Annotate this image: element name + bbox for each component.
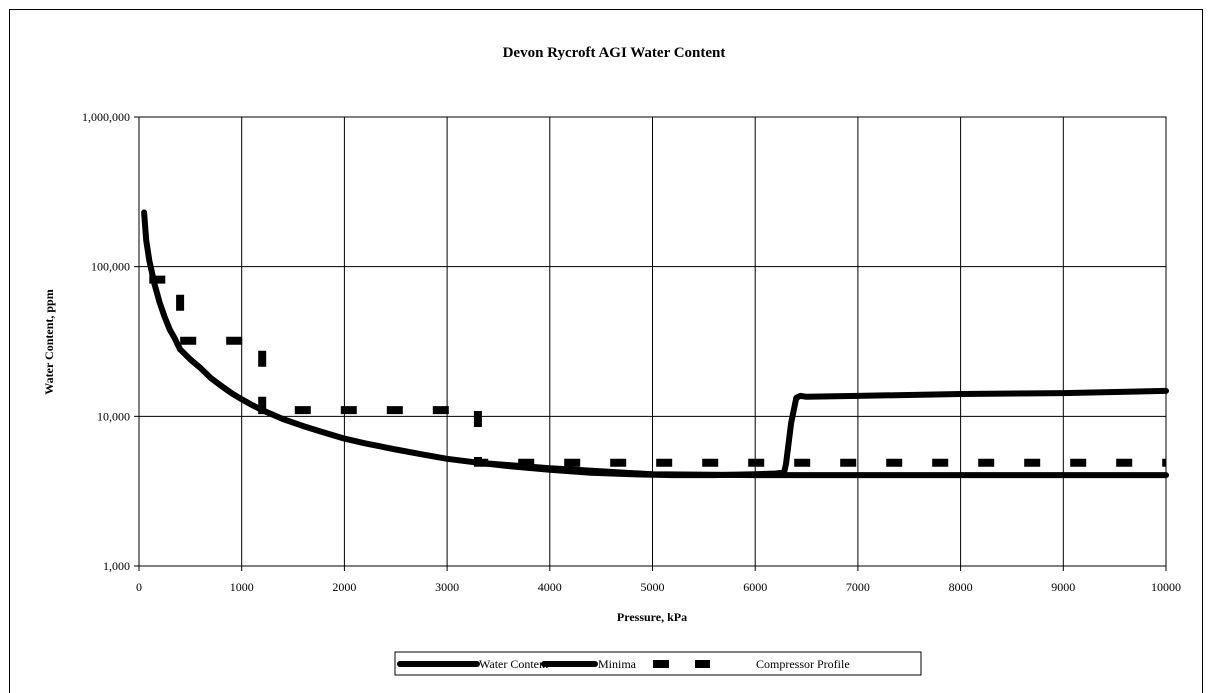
x-tick-label: 6000 (743, 580, 767, 594)
x-tick-label: 8000 (949, 580, 973, 594)
x-tick-label: 1000 (230, 580, 254, 594)
x-tick-label: 7000 (846, 580, 870, 594)
series-water-content-line (141, 209, 1169, 479)
x-tick-label: 9000 (1051, 580, 1075, 594)
x-tick-label: 0 (136, 580, 142, 594)
legend-label-compressor-profile: Compressor Profile (756, 657, 850, 671)
series-compressor-profile-line (149, 275, 1166, 467)
legend-label-minima: Minima (598, 657, 637, 671)
x-tick-label: 3000 (435, 580, 459, 594)
legend: Water Content Minima Compressor Profile (394, 651, 922, 676)
chart-frame (9, 9, 1203, 693)
chart-title: Devon Rycroft AGI Water Content (503, 45, 726, 61)
y-tick-label: 100,000 (91, 260, 130, 274)
series-minima-line (474, 459, 1169, 479)
x-tick-label: 2000 (332, 580, 356, 594)
x-tick-label: 5000 (641, 580, 665, 594)
y-tick-label: 1,000,000 (82, 110, 130, 124)
y-tick-label: 10,000 (97, 409, 130, 423)
x-tick-label: 10000 (1151, 580, 1181, 594)
x-axis-title: Pressure, kPa (617, 610, 687, 624)
x-ticks: 0 1000 2000 3000 4000 5000 6000 7000 8000 9000 100… (136, 566, 1181, 594)
series-layer (141, 209, 1169, 479)
y-axis-title: Water Content, ppm (42, 289, 56, 394)
legend-label-water-content: Water Content (479, 657, 549, 671)
y-ticks: 1,000 10,000 100,000 1,000,000 (82, 110, 139, 573)
grid (138, 116, 1167, 567)
x-tick-label: 4000 (538, 580, 562, 594)
y-tick-label: 1,000 (103, 559, 130, 573)
